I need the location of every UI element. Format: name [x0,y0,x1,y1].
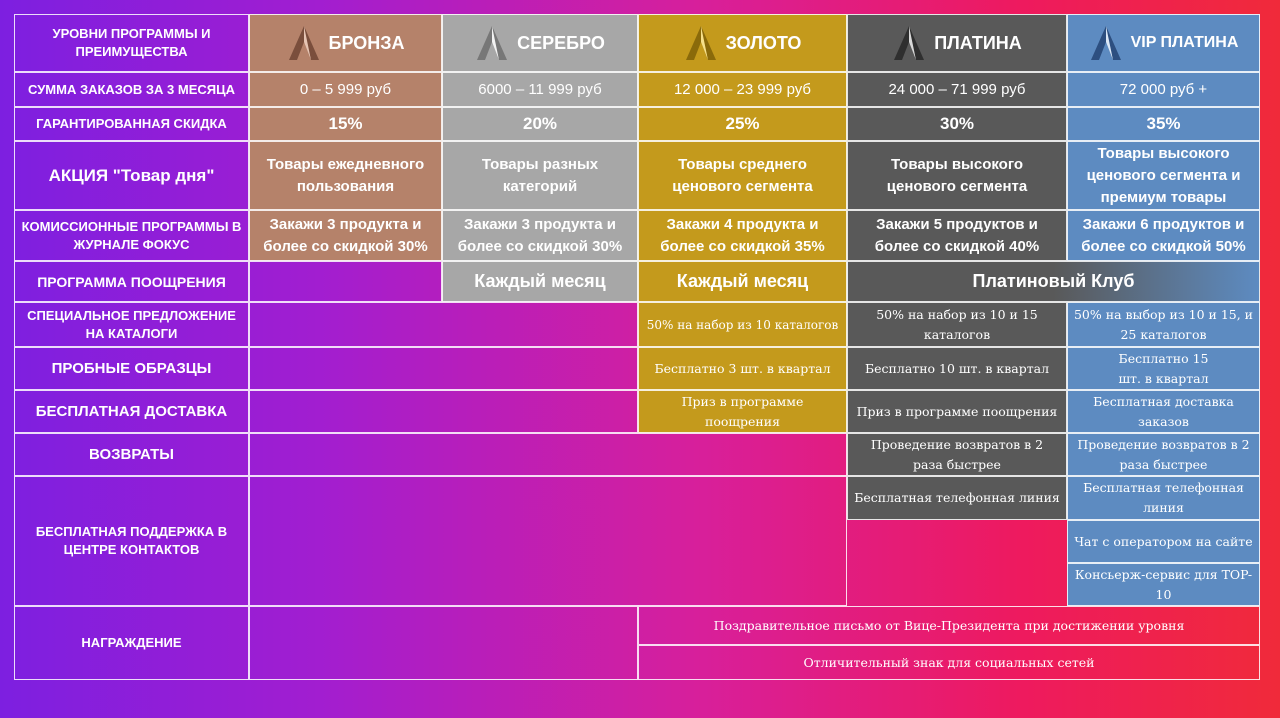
sum-silver: 6000 – 11 999 руб [442,72,638,107]
delivery-empty [249,390,638,433]
reward-program-platinum-club: Платиновый Клуб [847,261,1260,302]
discount-gold: 25% [638,107,847,141]
deal-silver: Товары разных категорий [442,141,638,210]
support-empty [249,476,847,606]
tier-bronze-header: БРОНЗА [249,14,442,72]
delivery-vip: Бесплатная доставка заказов [1067,390,1260,433]
row-label-award: Награждение [14,606,249,680]
discount-silver: 20% [442,107,638,141]
support-vip-phone: Бесплатная телефонная линия [1067,476,1260,520]
sum-vip: 72 000 руб + [1067,72,1260,107]
header-label: Уровни программы и преимущества [14,14,249,72]
deal-gold: Товары среднего ценового сегмента [638,141,847,210]
award-badge: Отличительный знак для социальных сетей [638,645,1260,680]
delivery-gold: Приз в программе поощрения [638,390,847,433]
tier-name: БРОНЗА [328,32,405,53]
support-platinum: Бесплатная телефонная линия [847,476,1067,520]
deal-bronze: Товары ежедневного пользования [249,141,442,210]
row-label-samples: Пробные образцы [14,347,249,390]
tier-name: ЗОЛОТО [725,32,802,53]
avon-a-logo-icon [288,26,319,60]
catalogs-vip: 50% на выбор из 10 и 15, и 25 каталогов [1067,302,1260,347]
support-vip-chat: Чат с оператором на сайте [1067,520,1260,563]
catalogs-empty [249,302,638,347]
tier-platinum-header: ПЛАТИНА [847,14,1067,72]
avon-a-logo-icon [685,26,716,60]
avon-a-logo-icon [1090,26,1121,60]
commission-bronze: Закажи 3 продукта и более со скидкой 30% [249,210,442,261]
tier-vip-header: VIP ПЛАТИНА [1067,14,1260,72]
avon-a-logo-icon [477,26,508,60]
returns-platinum: Проведение возвратов в 2 раза быстрее [847,433,1067,476]
reward-program-silver: Каждый месяц [442,261,638,302]
reward-program-gold: Каждый месяц [638,261,847,302]
row-label-catalogs: Специальное предложение на каталоги [14,302,249,347]
samples-vip: Бесплатно 15 шт. в квартал [1067,347,1260,390]
row-label-discount: Гарантированная скидка [14,107,249,141]
reward-program-bronze-empty [249,261,442,302]
tier-silver-header: СЕРЕБРО [442,14,638,72]
tier-gold-header: ЗОЛОТО [638,14,847,72]
row-label-sum: Сумма заказов за 3 месяца [14,72,249,107]
row-label-deal: АКЦИЯ "Товар дня" [14,141,249,210]
avon-a-logo-icon [894,26,925,60]
commission-platinum: Закажи 5 продуктов и более со скидкой 40… [847,210,1067,261]
returns-vip: Проведение возвратов в 2 раза быстрее [1067,433,1260,476]
support-vip-concierge: Консьерж-сервис для TOP-10 [1067,563,1260,606]
discount-vip: 35% [1067,107,1260,141]
award-empty [249,606,638,680]
sum-bronze: 0 – 5 999 руб [249,72,442,107]
row-label-returns: Возвраты [14,433,249,476]
deal-platinum: Товары высокого ценового сегмента [847,141,1067,210]
returns-empty [249,433,847,476]
catalogs-platinum: 50% на набор из 10 и 15 каталогов [847,302,1067,347]
discount-bronze: 15% [249,107,442,141]
commission-silver: Закажи 3 продукта и более со скидкой 30% [442,210,638,261]
samples-platinum: Бесплатно 10 шт. в квартал [847,347,1067,390]
row-label-reward-program: Программа поощрения [14,261,249,302]
row-label-delivery: Бесплатная доставка [14,390,249,433]
delivery-platinum: Приз в программе поощрения [847,390,1067,433]
award-letter: Поздравительное письмо от Вице-Президент… [638,606,1260,645]
row-label-support: Бесплатная поддержка в центре контактов [14,476,249,606]
row-label-commission: Комиссионные программы в журнале Фокус [14,210,249,261]
sum-gold: 12 000 – 23 999 руб [638,72,847,107]
commission-vip: Закажи 6 продуктов и более со скидкой 50… [1067,210,1260,261]
catalogs-gold: 50% на набор из 10 каталогов [638,302,847,347]
samples-gold: Бесплатно 3 шт. в квартал [638,347,847,390]
tier-name: СЕРЕБРО [517,32,605,53]
discount-platinum: 30% [847,107,1067,141]
samples-empty [249,347,638,390]
sum-platinum: 24 000 – 71 999 руб [847,72,1067,107]
commission-gold: Закажи 4 продукта и более со скидкой 35% [638,210,847,261]
deal-vip: Товары высокого ценового сегмента и прем… [1067,141,1260,210]
tier-name: ПЛАТИНА [934,32,1022,53]
tier-name: VIP ПЛАТИНА [1130,34,1239,51]
